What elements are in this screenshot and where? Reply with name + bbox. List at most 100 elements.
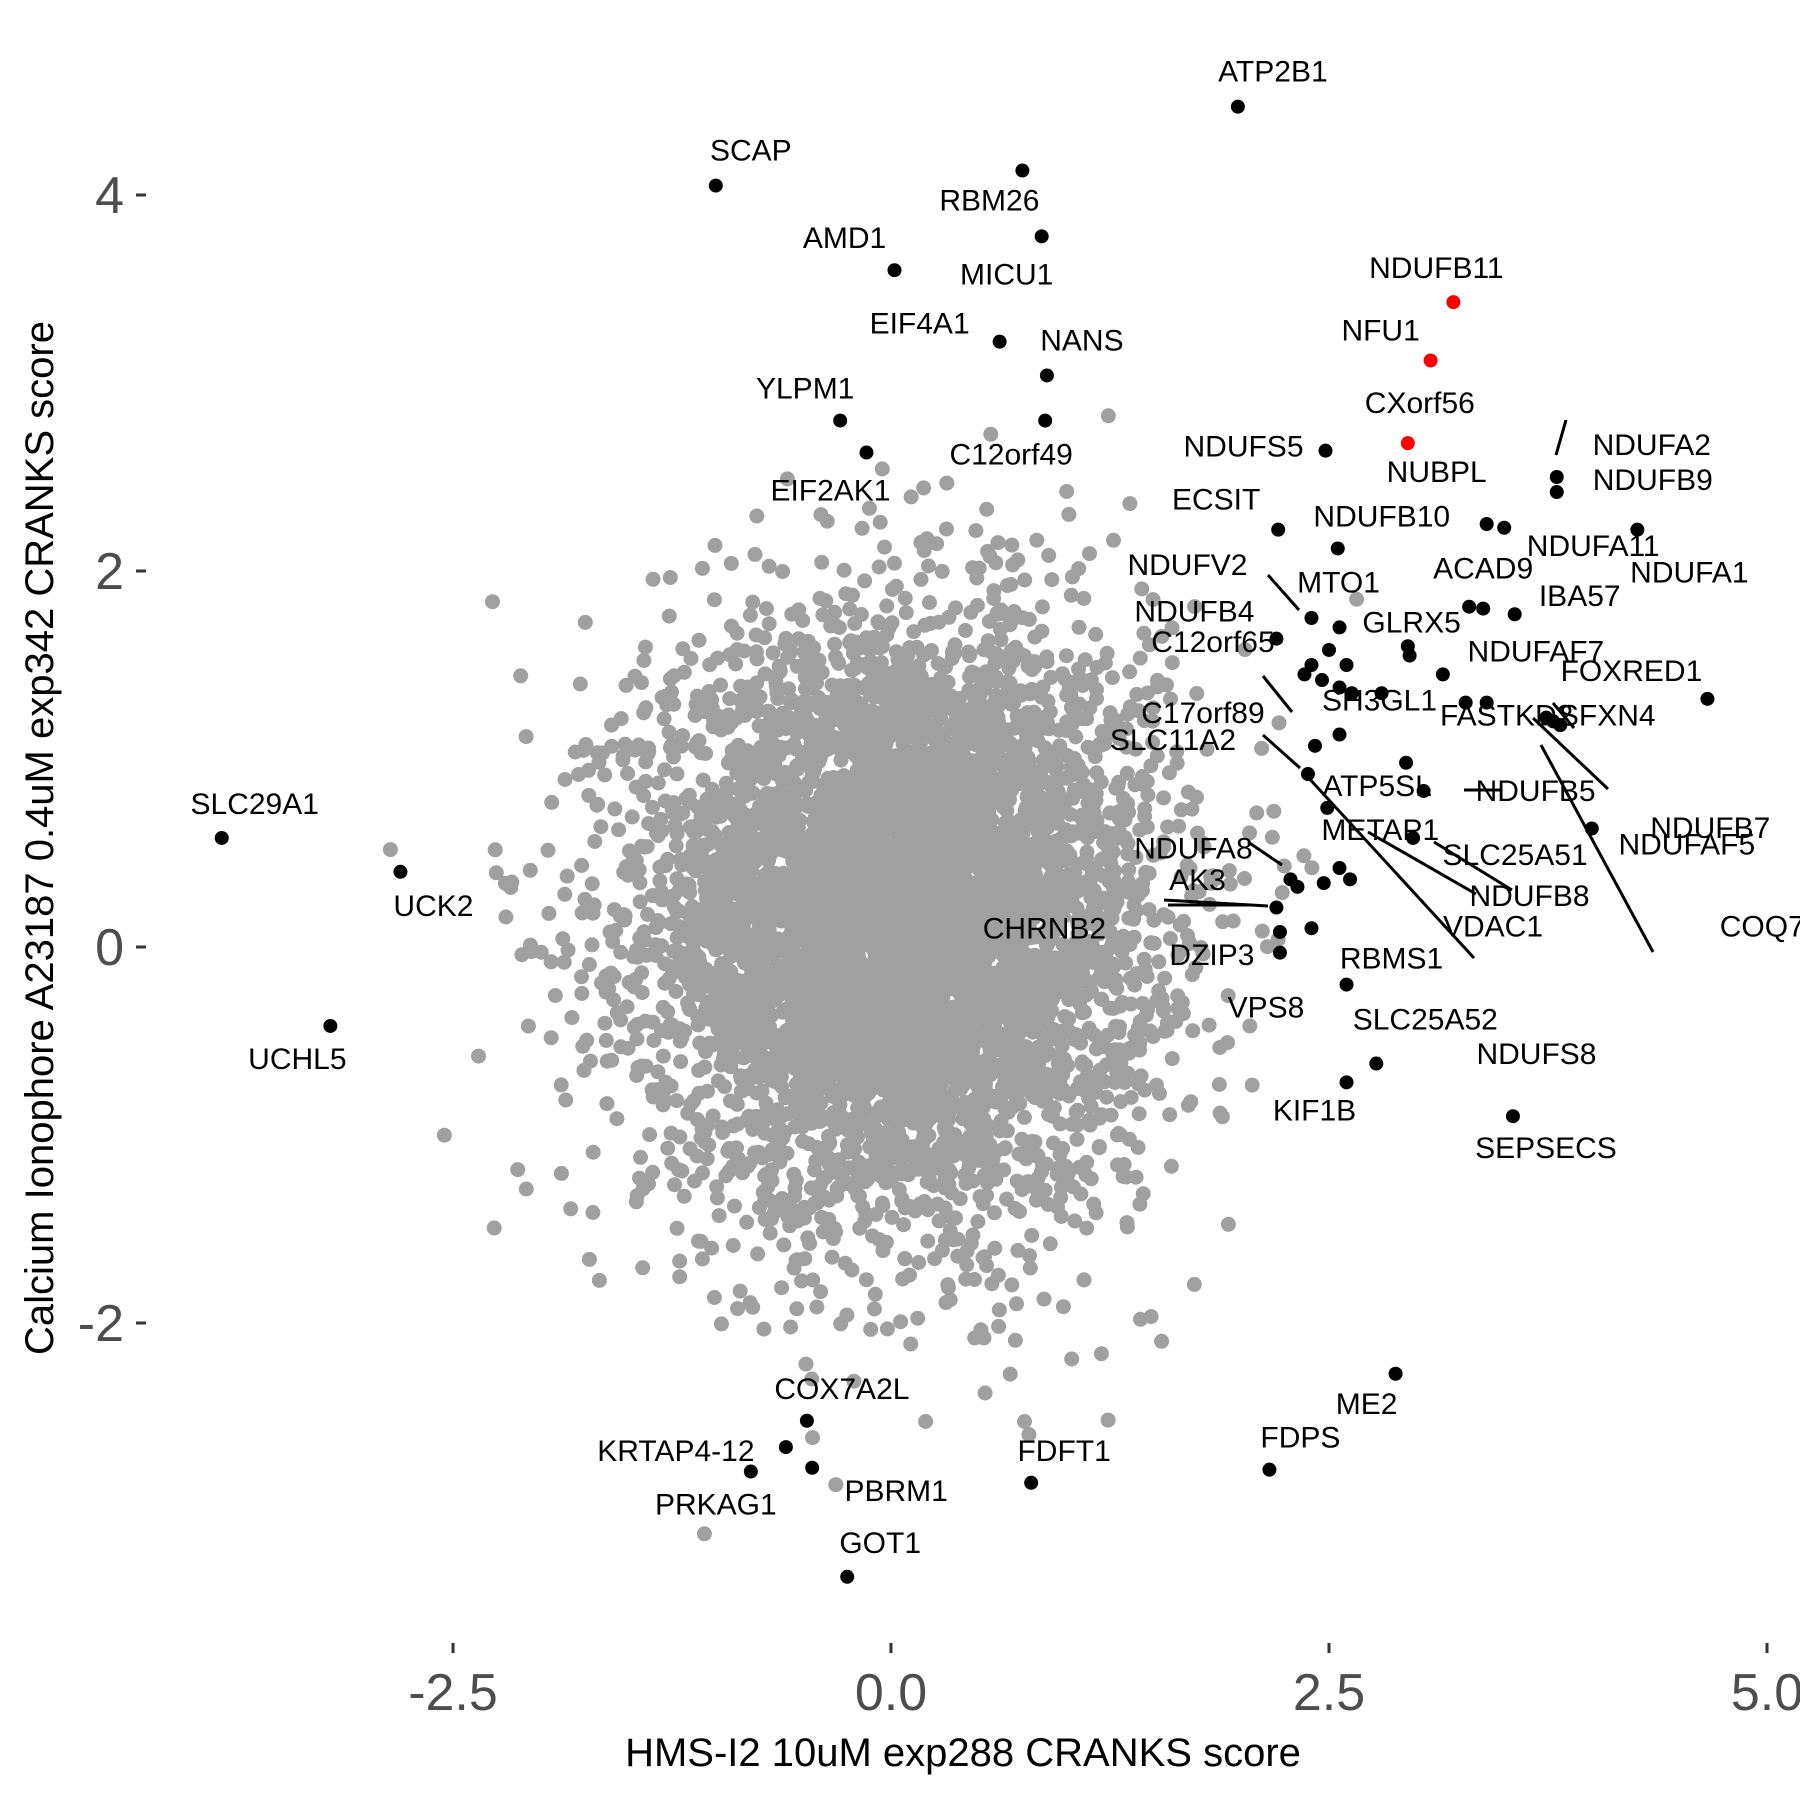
background-point	[711, 1012, 727, 1028]
background-point	[824, 1249, 840, 1265]
background-point	[710, 1073, 726, 1089]
background-point	[1082, 546, 1097, 562]
background-point	[650, 775, 666, 791]
background-point	[513, 668, 529, 684]
background-point	[704, 1240, 720, 1256]
background-point	[557, 772, 573, 787]
background-point	[1043, 869, 1059, 885]
background-point	[742, 607, 758, 623]
background-point	[988, 669, 1004, 685]
background-point	[872, 514, 888, 530]
background-point	[868, 1206, 884, 1222]
background-point	[823, 618, 839, 634]
background-point	[666, 749, 681, 765]
background-point	[1199, 741, 1215, 757]
background-point	[1104, 670, 1120, 686]
background-point	[921, 558, 936, 574]
background-point	[544, 794, 560, 810]
background-point	[779, 471, 795, 487]
background-point	[792, 696, 808, 712]
background-point	[621, 974, 637, 990]
background-point	[819, 513, 835, 529]
background-point	[886, 555, 902, 571]
background-point	[988, 555, 1004, 571]
background-point	[682, 1141, 698, 1157]
background-point	[1100, 408, 1116, 424]
background-point	[1076, 590, 1092, 606]
background-point	[1145, 713, 1161, 729]
background-point	[979, 501, 995, 517]
background-point	[977, 1385, 993, 1401]
background-point	[691, 632, 707, 648]
background-point	[634, 985, 650, 1001]
background-point	[794, 1273, 810, 1289]
background-point	[1349, 591, 1365, 607]
background-point	[761, 616, 777, 632]
background-point	[934, 563, 950, 579]
background-point	[772, 663, 788, 679]
background-point	[1146, 912, 1162, 928]
background-point	[1131, 703, 1147, 719]
background-point	[1021, 1427, 1037, 1442]
background-point	[504, 874, 520, 890]
background-point	[598, 1032, 614, 1048]
background-point	[898, 605, 914, 621]
background-point	[593, 819, 609, 835]
background-point	[576, 1062, 592, 1078]
background-point	[879, 1075, 895, 1091]
background-point	[910, 1310, 926, 1326]
background-point	[1094, 724, 1110, 739]
background-point	[958, 1271, 974, 1287]
background-point	[591, 1272, 607, 1288]
background-point	[1071, 619, 1087, 635]
background-point	[706, 592, 722, 608]
background-point	[659, 697, 675, 713]
background-point	[1033, 826, 1049, 842]
background-point	[653, 811, 669, 827]
background-points	[382, 408, 1365, 1542]
background-point	[1136, 625, 1152, 641]
background-point	[759, 969, 775, 985]
background-point	[620, 766, 636, 781]
background-point	[1118, 955, 1134, 971]
background-point	[652, 873, 668, 889]
background-point	[786, 1260, 802, 1276]
background-point	[1122, 496, 1138, 512]
background-point	[485, 594, 500, 610]
background-point	[780, 712, 796, 728]
background-point	[668, 984, 684, 999]
background-point	[1154, 628, 1170, 644]
background-point	[1035, 1093, 1051, 1109]
background-point	[863, 1321, 879, 1337]
background-point	[805, 1272, 821, 1288]
background-point	[1145, 734, 1161, 750]
background-point	[498, 909, 514, 925]
background-point	[488, 865, 504, 881]
background-point	[750, 1246, 766, 1262]
background-point	[1002, 1366, 1018, 1382]
background-point	[1143, 1309, 1159, 1325]
background-point	[664, 684, 679, 700]
background-point	[757, 1212, 773, 1228]
background-point	[672, 1253, 688, 1269]
background-point	[648, 825, 664, 841]
background-point	[629, 1031, 645, 1047]
background-point	[709, 1179, 725, 1195]
background-point	[842, 635, 858, 650]
background-point	[1160, 819, 1176, 835]
background-point	[1150, 672, 1165, 688]
background-point	[1146, 935, 1162, 951]
background-point	[783, 1319, 799, 1335]
background-point	[907, 1079, 923, 1095]
background-point	[964, 664, 980, 680]
background-point	[575, 1038, 591, 1054]
background-point	[879, 598, 895, 614]
background-point	[553, 1077, 569, 1093]
background-point	[667, 817, 683, 833]
background-point	[1135, 996, 1151, 1011]
background-point	[634, 965, 650, 981]
background-point	[895, 725, 911, 741]
background-point	[711, 1208, 727, 1224]
background-point	[725, 1238, 741, 1253]
